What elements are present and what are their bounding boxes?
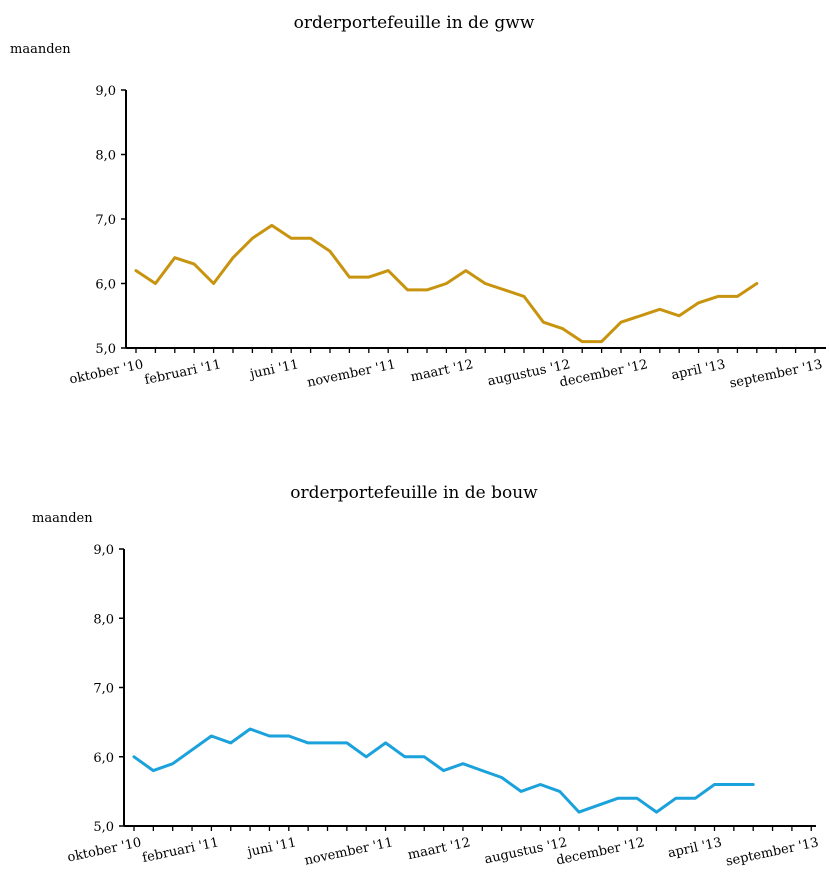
y-tick-label: 9,0: [95, 84, 116, 99]
x-tick-label: september '13: [728, 357, 823, 391]
chart-gww: orderportefeuille in de gww maanden 5,0 6…: [10, 13, 826, 392]
y-axis-unit-label: maanden: [10, 42, 71, 57]
x-tick-label: april '13: [670, 357, 727, 383]
y-tick-label: 6,0: [93, 751, 114, 766]
y-tick-label: 5,0: [95, 342, 116, 357]
x-tick-label: november '11: [306, 357, 397, 390]
y-tick-label: 7,0: [93, 682, 114, 697]
x-tick-label: december '12: [555, 835, 646, 868]
series-line: [134, 223, 759, 344]
y-tick-label: 9,0: [93, 543, 114, 558]
x-tick-label: juni '11: [247, 357, 300, 382]
y-tick-label: 8,0: [95, 149, 116, 164]
x-tick-label: juni '11: [244, 835, 297, 860]
series-line: [132, 727, 755, 814]
x-tick-label: april '13: [667, 835, 724, 861]
chart-title: orderportefeuille in de gww: [294, 13, 535, 33]
x-tick-label: augustus '12: [483, 835, 568, 867]
y-tick-label: 8,0: [93, 612, 114, 627]
x-tick-label: december '12: [558, 357, 649, 390]
x-tick-label: oktober '10: [66, 835, 143, 865]
y-axis-unit-label: maanden: [32, 511, 93, 526]
x-tick-label: september '13: [725, 835, 820, 869]
x-tick-label: maart '12: [407, 835, 472, 863]
y-tick-label: 7,0: [95, 213, 116, 228]
x-tick-label: februari '11: [143, 357, 222, 388]
x-tick-label: augustus '12: [486, 357, 571, 389]
x-tick-label: november '11: [303, 835, 394, 868]
y-tick-label: 6,0: [95, 278, 116, 293]
x-tick-label: februari '11: [141, 835, 220, 866]
chart-title: orderportefeuille in de bouw: [290, 483, 538, 503]
y-tick-label: 5,0: [93, 820, 114, 835]
x-tick-label: oktober '10: [68, 357, 145, 387]
chart-bouw: orderportefeuille in de bouw maanden 5,0…: [32, 483, 820, 870]
x-tick-label: maart '12: [409, 357, 474, 385]
